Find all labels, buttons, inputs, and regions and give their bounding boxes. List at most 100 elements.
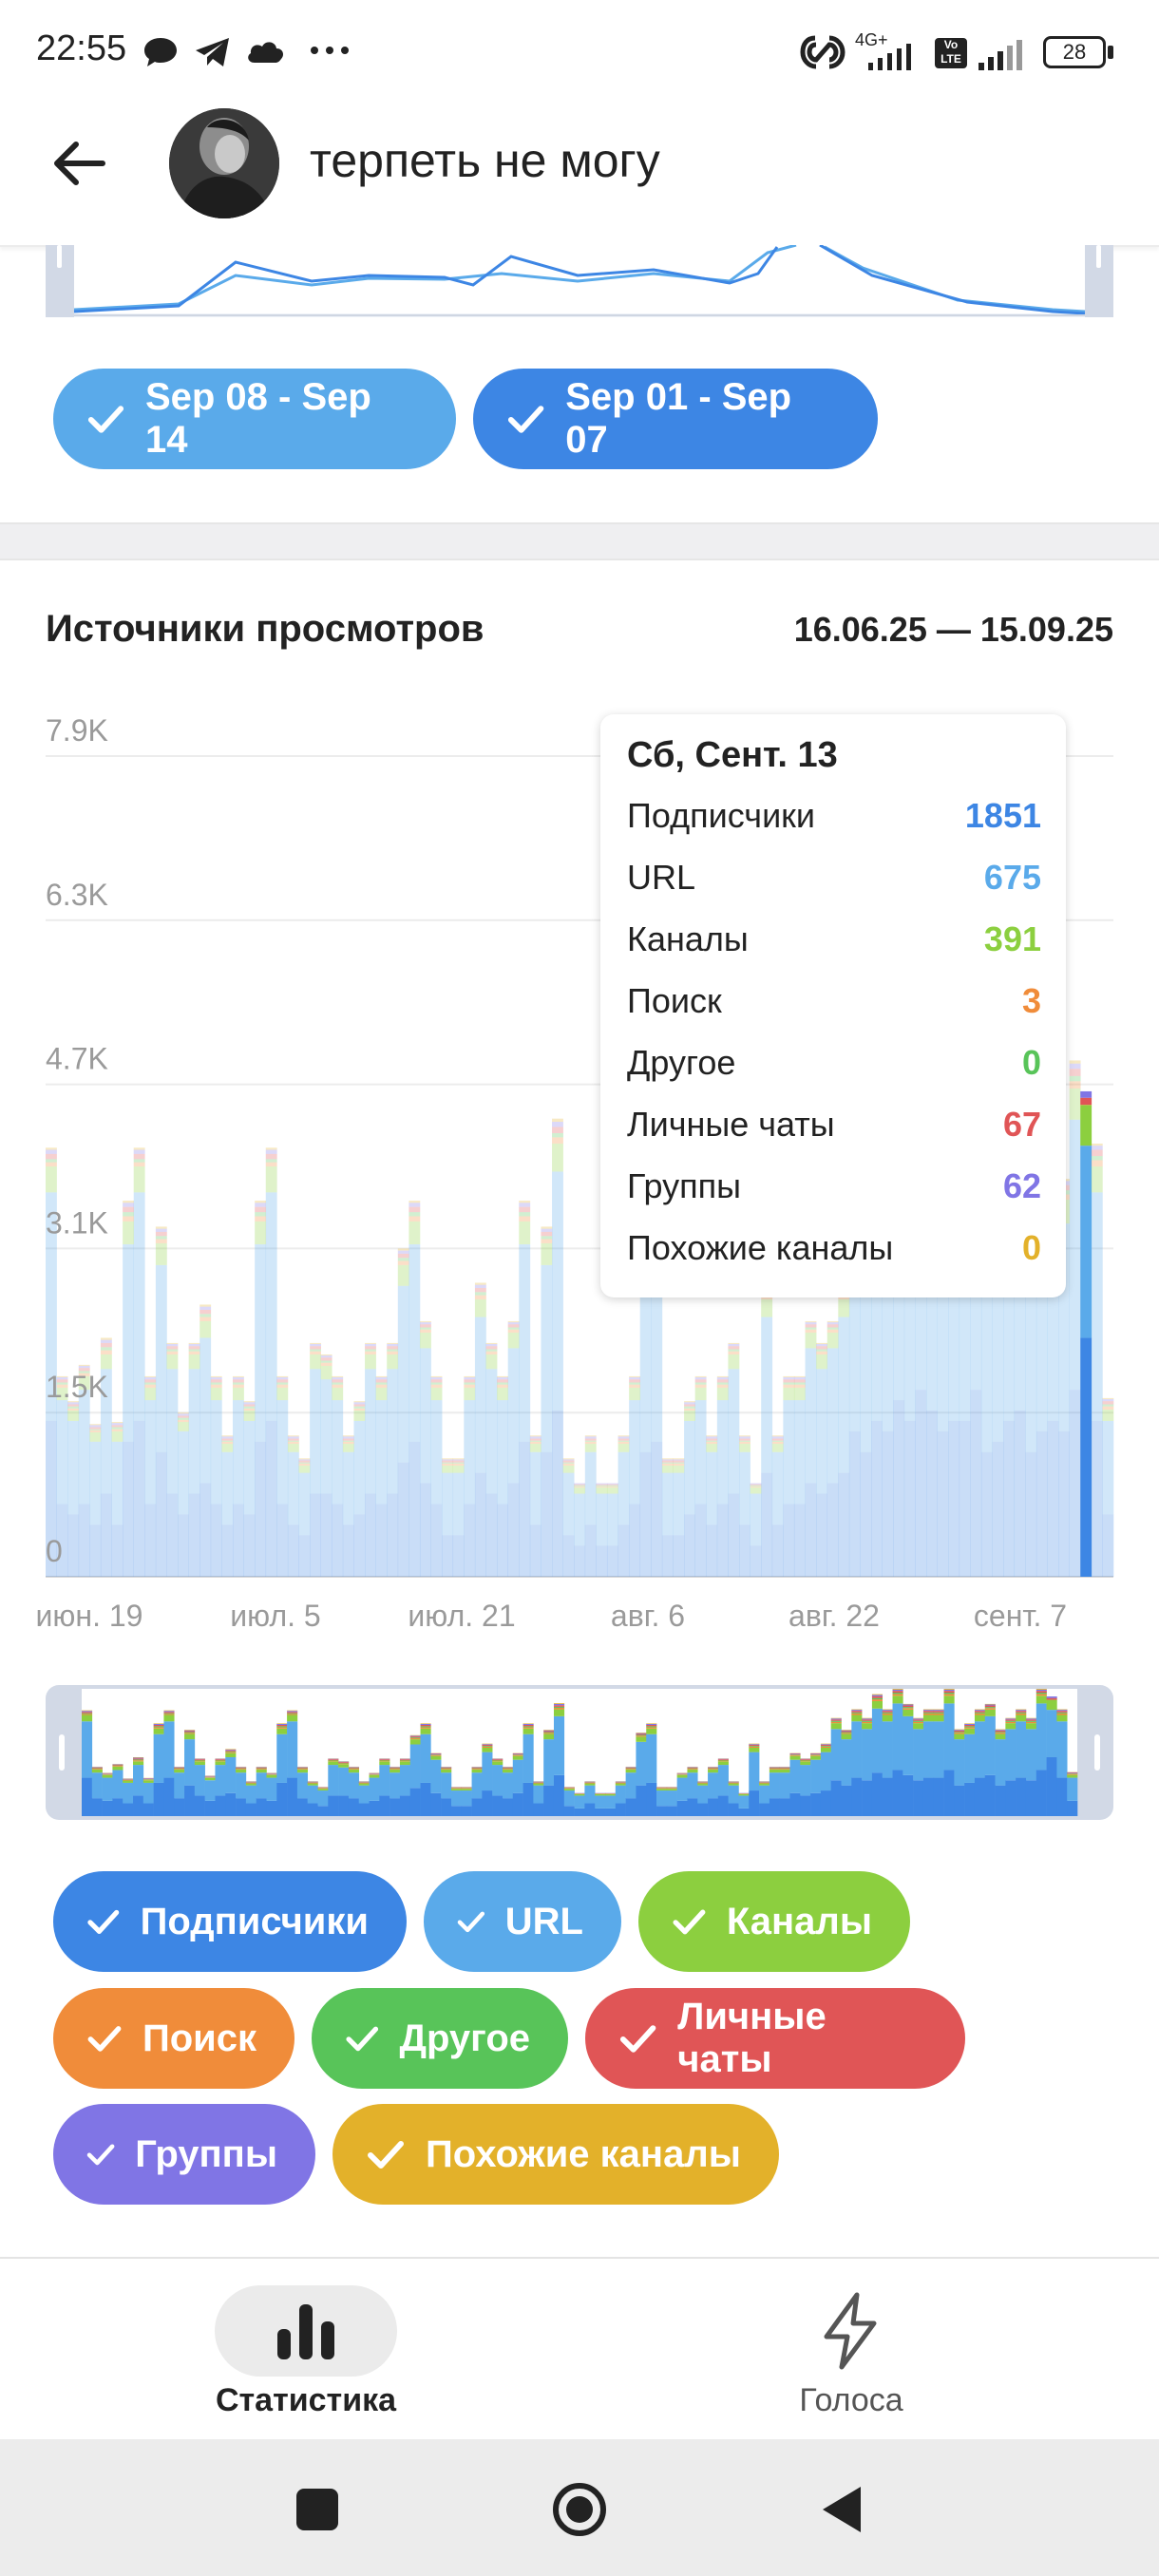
y-tick-label: 4.7K [46,1042,108,1076]
period-chip-sep08[interactable]: Sep 08 - Sep 14 [53,369,456,469]
chart-bar-segment [541,1226,553,1229]
filter-chip[interactable]: URL [424,1871,621,1972]
mini-bar-segment [307,1781,318,1783]
mini-bar-segment [512,1752,523,1754]
mini-bar-segment [871,1699,884,1701]
mini-bar-segment [584,1803,596,1816]
mini-bar-segment [779,1767,790,1769]
chart-bar-segment [485,1344,498,1347]
chart-bar-segment [584,1436,597,1439]
triangle-back-icon[interactable] [819,2485,863,2534]
followers-mini-chart[interactable] [46,245,1113,317]
square-recents-icon[interactable] [296,2489,338,2530]
chart-bar-segment [200,1306,212,1310]
mini-bar-segment [522,1723,534,1726]
mini-bar-segment [522,1728,534,1734]
chart-bar-segment [430,1377,443,1380]
chart-bar-segment [111,1441,124,1525]
mini-bar-segment [553,1703,565,1706]
chart-bar-segment [694,1377,707,1380]
chart-bar-segment [287,1441,299,1445]
chart-bar-segment [232,1387,244,1401]
nav-item-stats[interactable] [215,2285,397,2377]
chart-bar-segment [562,1462,575,1464]
chart-bar-segment [464,1377,476,1380]
mini-bar-segment [1025,1780,1037,1816]
mini-bar-segment [1016,1713,1027,1715]
nav-label-stats[interactable]: Статистика [215,2382,397,2418]
chart-bar-segment [706,1441,718,1445]
chart-bar-segment [1091,1420,1103,1577]
mini-bar-segment [862,1720,873,1722]
nav-label-votes[interactable]: Голоса [799,2382,903,2418]
chart-bar-segment [221,1451,234,1525]
chart-bar-segment [46,1153,57,1160]
y-tick-label: 3.1K [46,1205,108,1240]
mini-bar-segment [379,1759,390,1761]
mini-bar-segment [563,1787,575,1789]
chart-bar-segment [684,1411,695,1421]
volte-badge: Vo LTE [935,38,967,68]
mini-bar-segment [543,1731,555,1733]
filter-chip[interactable]: Личные чаты [585,1988,965,2089]
chart-bar-segment [584,1444,597,1452]
chart-bar-segment [298,1465,311,1473]
mini-bar-segment [358,1782,370,1783]
sources-chart[interactable]: 0 1.5K 3.1K 4.7K 6.3K 7.9K июн. 19 июл. 5 июл. … [0,684,1159,1653]
mini-bar-segment [82,1777,93,1816]
mini-bar-segment [174,1769,185,1773]
filter-chip[interactable]: Каналы [638,1871,910,1972]
chart-bar-segment [805,1322,817,1325]
chart-bar-segment [1091,1146,1103,1150]
filter-chip[interactable]: Группы [53,2104,315,2205]
mini-bar-segment [328,1795,339,1816]
filter-chip[interactable]: Поиск [53,1988,294,2089]
chart-bar-segment [661,1462,674,1464]
mini-bar-segment [307,1783,318,1786]
mini-bar-segment [841,1730,852,1732]
mini-bar-segment [810,1753,822,1755]
chart-bar-segment [166,1493,179,1577]
period-chip-sep01[interactable]: Sep 01 - Sep 07 [473,369,878,469]
chart-bar-segment [46,1162,57,1166]
filter-chip[interactable]: Подписчики [53,1871,407,1972]
chart-bar-segment [474,1282,486,1285]
mini-bar-segment [820,1744,832,1746]
chart-bar-segment [562,1463,575,1466]
arrow-left-icon[interactable] [46,133,114,194]
chart-bar-segment [1091,1149,1103,1157]
filter-chip[interactable]: Другое [312,1988,568,2089]
avatar[interactable] [169,108,279,218]
chart-bar-segment [596,1484,608,1486]
circle-home-icon[interactable] [551,2481,608,2538]
chart-bar-segment [959,1192,971,1421]
chart-bar-segment [706,1525,718,1577]
mini-bar-segment [646,1723,657,1724]
chart-bar-segment [860,1264,872,1452]
chart-bar-segment [761,1298,773,1317]
chart-bar-segment [67,1406,80,1409]
chart-bar-segment [684,1408,695,1411]
sources-range-selector[interactable] [46,1685,1113,1820]
chart-bar-segment [816,1369,828,1494]
chart-bar-segment [232,1504,244,1577]
chip-label: Sep 08 - Sep 14 [144,376,371,461]
mini-bar-segment [358,1781,370,1783]
filter-chip[interactable]: Похожие каналы [332,2104,779,2205]
chart-bar-segment [793,1382,806,1385]
mini-bar-segment [409,1737,421,1739]
mini-bar-segment [102,1773,113,1774]
mini-bar-segment [512,1754,523,1756]
mini-bar-segment [625,1767,636,1769]
lightning-icon[interactable] [819,2291,882,2371]
chart-bar-segment [375,1382,388,1385]
mini-bar-segment [1005,1717,1016,1719]
x-tick-label: авг. 22 [788,1599,880,1633]
chart-bar-segment [144,1504,157,1577]
chart-bar-segment [541,1228,553,1232]
mini-bar-segment [450,1790,463,1807]
mini-bar-segment [974,1711,986,1713]
chart-bar-segment [452,1465,465,1473]
mini-bar-segment [338,1764,350,1768]
mini-bar-segment [522,1782,534,1816]
